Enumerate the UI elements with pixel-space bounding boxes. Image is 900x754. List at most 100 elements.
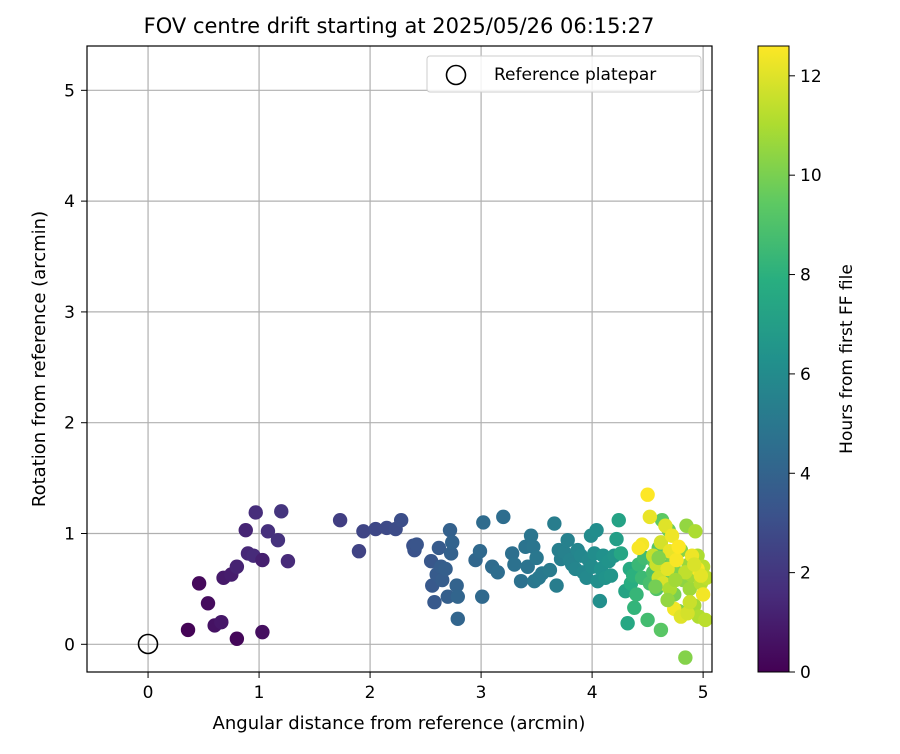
data-point — [640, 487, 655, 502]
legend-reference-label: Reference platepar — [494, 65, 656, 85]
chart-title: FOV centre drift starting at 2025/05/26 … — [144, 14, 655, 38]
colorbar — [757, 45, 790, 673]
colorbar-tick-label: 2 — [800, 564, 811, 584]
data-point — [496, 509, 511, 525]
grid-lines — [87, 46, 712, 672]
data-point — [180, 622, 196, 638]
data-point — [438, 561, 453, 577]
data-point — [547, 516, 562, 531]
legend-reference-marker — [445, 64, 467, 86]
data-point — [678, 650, 693, 665]
colorbar-ticks: 0 2 4 6 8 10 12 — [789, 67, 822, 683]
data-point — [688, 524, 703, 539]
data-point — [526, 539, 541, 554]
data-point — [449, 578, 464, 593]
colorbar-tick-label: 8 — [800, 266, 811, 286]
data-point — [409, 537, 424, 552]
data-point — [611, 513, 626, 528]
y-axis-label: Rotation from reference (arcmin) — [29, 211, 50, 507]
x-tick-label: 3 — [476, 683, 487, 703]
data-point — [627, 600, 642, 615]
data-point — [440, 589, 455, 604]
data-point — [260, 524, 276, 539]
data-point — [682, 594, 697, 610]
data-point — [435, 572, 450, 588]
data-point — [560, 532, 575, 548]
data-point — [529, 550, 544, 566]
y-tick-label: 4 — [64, 192, 75, 212]
data-point — [393, 513, 409, 528]
x-tick-label: 4 — [587, 683, 598, 703]
data-point — [660, 561, 675, 577]
data-point — [248, 505, 263, 520]
data-point — [270, 532, 286, 548]
colorbar-tick-label: 0 — [800, 663, 811, 683]
colorbar-label: Hours from first FF file — [837, 264, 857, 454]
data-point — [668, 572, 683, 588]
data-point — [523, 528, 539, 543]
data-point — [431, 540, 447, 556]
data-point — [698, 612, 712, 628]
y-axis-ticks: 0 1 2 3 4 5 — [64, 81, 87, 655]
data-point — [695, 587, 711, 602]
data-point — [280, 554, 296, 569]
x-tick-label: 0 — [143, 683, 154, 703]
data-point — [680, 606, 695, 621]
data-point — [255, 552, 270, 568]
data-point — [693, 568, 709, 583]
data-point — [475, 589, 490, 604]
colorbar-tick-label: 4 — [800, 464, 811, 484]
reference-marker — [137, 633, 159, 655]
y-tick-label: 0 — [64, 635, 75, 655]
x-tick-label: 5 — [698, 683, 709, 703]
plot-frame — [86, 45, 713, 673]
y-tick-label: 5 — [64, 81, 75, 101]
x-axis-ticks: 0 1 2 3 4 5 — [143, 672, 709, 703]
x-axis-label: Angular distance from reference (arcmin) — [213, 713, 586, 734]
data-point — [549, 578, 564, 593]
data-point — [687, 557, 702, 572]
data-point — [368, 521, 383, 537]
data-point — [427, 594, 442, 610]
data-point — [356, 524, 371, 539]
y-tick-label: 1 — [64, 525, 75, 545]
data-point — [445, 535, 460, 550]
data-point — [642, 509, 658, 525]
data-point — [513, 573, 529, 589]
data-point — [653, 622, 669, 638]
data-points — [180, 487, 712, 665]
data-point — [664, 528, 680, 543]
data-point — [613, 546, 629, 561]
data-point — [507, 557, 522, 572]
x-tick-label: 1 — [254, 683, 265, 703]
data-point — [504, 546, 520, 561]
data-point — [589, 522, 604, 538]
data-point — [200, 596, 216, 611]
x-tick-label: 2 — [365, 683, 376, 703]
legend: Reference platepar — [426, 55, 702, 93]
data-point — [520, 559, 535, 574]
data-point — [660, 592, 675, 608]
data-point — [542, 562, 558, 578]
data-point — [229, 559, 245, 574]
data-point — [214, 614, 229, 630]
data-point — [472, 544, 488, 559]
data-point — [274, 504, 289, 519]
data-point — [592, 593, 608, 609]
colorbar-tick-label: 6 — [800, 365, 811, 385]
data-point — [450, 611, 465, 627]
data-point — [629, 587, 644, 602]
data-point — [238, 522, 253, 538]
legend-box — [426, 55, 702, 93]
data-point — [609, 531, 624, 547]
data-point — [651, 550, 666, 566]
data-point — [255, 624, 270, 640]
data-point — [442, 522, 458, 538]
data-point — [579, 570, 594, 586]
data-point — [443, 546, 459, 561]
colorbar-tick-label: 10 — [800, 166, 822, 186]
data-point — [490, 565, 505, 580]
data-point — [640, 612, 655, 628]
